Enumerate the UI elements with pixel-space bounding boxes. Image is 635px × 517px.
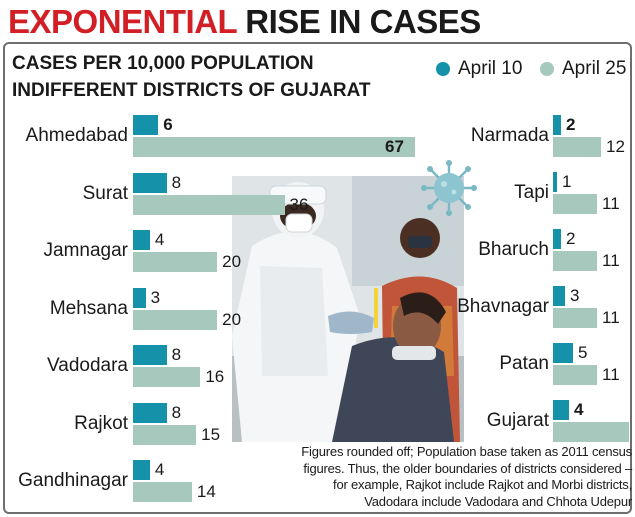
category-label-gujarat: Gujarat — [486, 410, 549, 431]
bar-mehsana-april-10 — [133, 287, 146, 308]
legend-swatch-april-10 — [436, 62, 450, 76]
headline-accent: EXPONENTIAL — [8, 3, 237, 40]
bar-gujarat-april-25 — [553, 422, 629, 442]
bar-narmada-april-25 — [553, 137, 601, 157]
value-label-jamnagar-april-25: 20 — [222, 252, 242, 271]
category-label-jamnagar: Jamnagar — [43, 240, 129, 261]
value-label-tapi-april-25: 11 — [602, 194, 620, 213]
legend-label-april-25: April 25 — [562, 58, 627, 79]
footnote: Figures rounded off; Population base tak… — [226, 444, 632, 510]
bar-jamnagar-april-10 — [133, 230, 150, 250]
value-label-gandhinagar-april-25: 14 — [196, 482, 216, 501]
bar-gujarat-april-10 — [553, 400, 569, 420]
value-label-gujarat-april-10: 4 — [574, 400, 584, 419]
bar-mehsana-april-25 — [133, 309, 218, 330]
category-label-gandhinagar: Gandhinagar — [18, 470, 128, 491]
value-label-ahmedabad-april-10: 6 — [163, 115, 173, 134]
value-label-patan-april-25: 11 — [602, 365, 620, 384]
headline: EXPONENTIAL RISE IN CASES — [8, 2, 481, 42]
category-label-patan: Patan — [499, 353, 549, 374]
bar-patan-april-10 — [553, 343, 573, 363]
footnote-line-2: figures. Thus, the older boundaries of d… — [303, 460, 632, 476]
value-label-ahmedabad-april-25: 67 — [385, 137, 404, 156]
subtitle-line-2: INDIFFERENT DISTRICTS OF GUJARAT — [12, 80, 371, 101]
bar-jamnagar-april-25 — [133, 252, 218, 272]
value-label-surat-april-25: 36 — [289, 194, 309, 214]
bar-bharuch-april-10 — [553, 229, 561, 249]
value-label-bharuch-april-10: 2 — [566, 229, 576, 248]
bar-bhavnagar-april-10 — [553, 286, 565, 306]
value-label-jamnagar-april-10: 4 — [154, 230, 165, 249]
category-label-mehsana: Mehsana — [49, 297, 128, 319]
category-label-vadodara: Vadodara — [47, 355, 128, 376]
bar-surat-april-10 — [133, 172, 167, 193]
category-label-bharuch: Bharuch — [478, 239, 549, 260]
category-label-bhavnagar: Bhavnagar — [457, 296, 549, 317]
legend-item-april-10: April 10 — [436, 58, 522, 80]
bar-rajkot-april-10 — [133, 402, 167, 423]
footnote-line-3: for example, Rajkot include Rajkot and M… — [333, 477, 632, 492]
bar-ahmedabad-april-10 — [133, 115, 159, 135]
chart-frame — [3, 42, 632, 514]
value-label-tapi-april-10: 1 — [562, 172, 572, 191]
value-label-rajkot-april-10: 8 — [171, 402, 182, 422]
category-label-surat: Surat — [82, 182, 128, 204]
category-label-rajkot: Rajkot — [74, 412, 128, 434]
value-label-bhavnagar-april-25: 11 — [602, 308, 620, 327]
value-label-patan-april-10: 5 — [578, 343, 588, 362]
category-label-ahmedabad: Ahmedabad — [25, 125, 128, 146]
bar-vadodara-april-25 — [133, 367, 201, 387]
subtitle-line-1: CASES PER 10,000 POPULATION — [12, 53, 314, 74]
bar-rajkot-april-25 — [133, 424, 197, 445]
footnote-line-1: Figures rounded off; Population base tak… — [301, 444, 632, 459]
legend-label-april-10: April 10 — [458, 58, 523, 79]
value-label-surat-april-10: 8 — [171, 172, 182, 192]
value-label-vadodara-april-25: 16 — [205, 367, 225, 386]
value-label-bharuch-april-25: 11 — [602, 251, 620, 270]
category-label-narmada: Narmada — [470, 125, 549, 146]
value-label-gandhinagar-april-10: 4 — [154, 460, 165, 479]
category-label-tapi: Tapi — [514, 182, 549, 203]
value-label-vadodara-april-10: 8 — [171, 345, 182, 364]
bar-narmada-april-10 — [553, 115, 561, 135]
legend-item-april-25: April 25 — [540, 58, 626, 80]
bar-gandhinagar-april-10 — [133, 460, 150, 480]
value-label-narmada-april-25: 12 — [606, 137, 625, 156]
virus-icon — [421, 160, 477, 216]
footnote-line-4: Vadodara include Vadodara and Chhota Ude… — [364, 493, 632, 509]
bar-ahmedabad-april-25 — [133, 137, 415, 157]
value-label-mehsana-april-10: 3 — [150, 287, 161, 307]
bar-vadodara-april-10 — [133, 345, 167, 365]
chart-subtitle: CASES PER 10,000 POPULATION INDIFFERENT … — [12, 50, 371, 104]
bar-tapi-april-10 — [553, 172, 557, 192]
bar-bharuch-april-25 — [553, 251, 597, 271]
value-label-narmada-april-10: 2 — [566, 115, 576, 134]
value-label-bhavnagar-april-10: 3 — [570, 286, 580, 305]
swab-test-photo — [232, 176, 464, 442]
legend-swatch-april-25 — [540, 62, 554, 76]
bar-surat-april-25 — [133, 194, 285, 215]
value-label-mehsana-april-25: 20 — [222, 309, 242, 329]
value-label-rajkot-april-25: 15 — [201, 424, 221, 444]
bar-tapi-april-25 — [553, 194, 597, 214]
bar-gandhinagar-april-25 — [133, 482, 192, 502]
bar-patan-april-25 — [553, 365, 597, 385]
bar-bhavnagar-april-25 — [553, 308, 597, 328]
headline-rest: RISE IN CASES — [236, 3, 481, 40]
